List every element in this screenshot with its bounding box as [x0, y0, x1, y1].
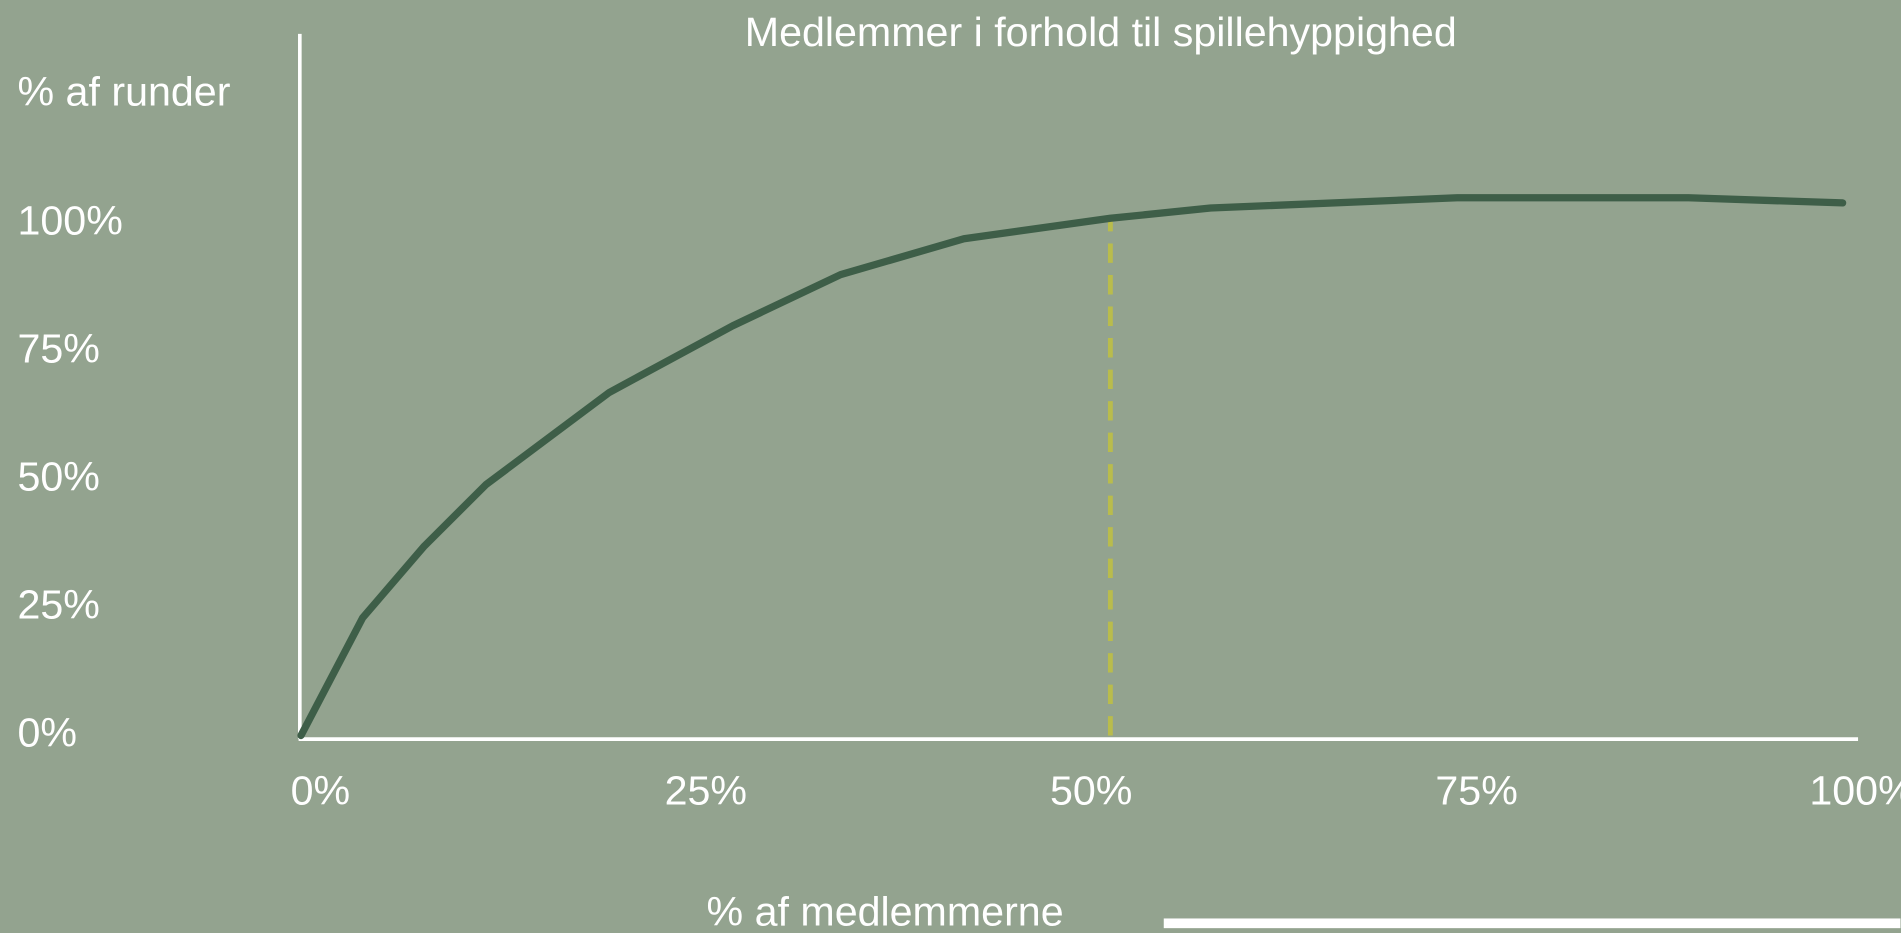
- x-axis-label: % af medlemmerne: [707, 889, 1064, 933]
- y-axis-label: % af runder: [18, 68, 231, 114]
- data-line: [297, 194, 1847, 740]
- x-tick-label: 50%: [1050, 768, 1132, 814]
- chart-title: Medlemmer i forhold til spillehyppighed: [745, 9, 1457, 55]
- y-tick-label: 75%: [18, 325, 100, 371]
- x-tick-label: 100%: [1809, 768, 1901, 814]
- y-tick-label: 50%: [18, 453, 100, 499]
- y-tick-label: 0%: [18, 709, 78, 755]
- decor-bar: [1163, 918, 1901, 929]
- x-tick-label: 75%: [1435, 768, 1517, 814]
- y-tick-label: 25%: [18, 581, 100, 627]
- y-tick-label: 100%: [18, 197, 123, 243]
- x-tick-label: 0%: [291, 768, 351, 814]
- x-tick-label: 25%: [665, 768, 747, 814]
